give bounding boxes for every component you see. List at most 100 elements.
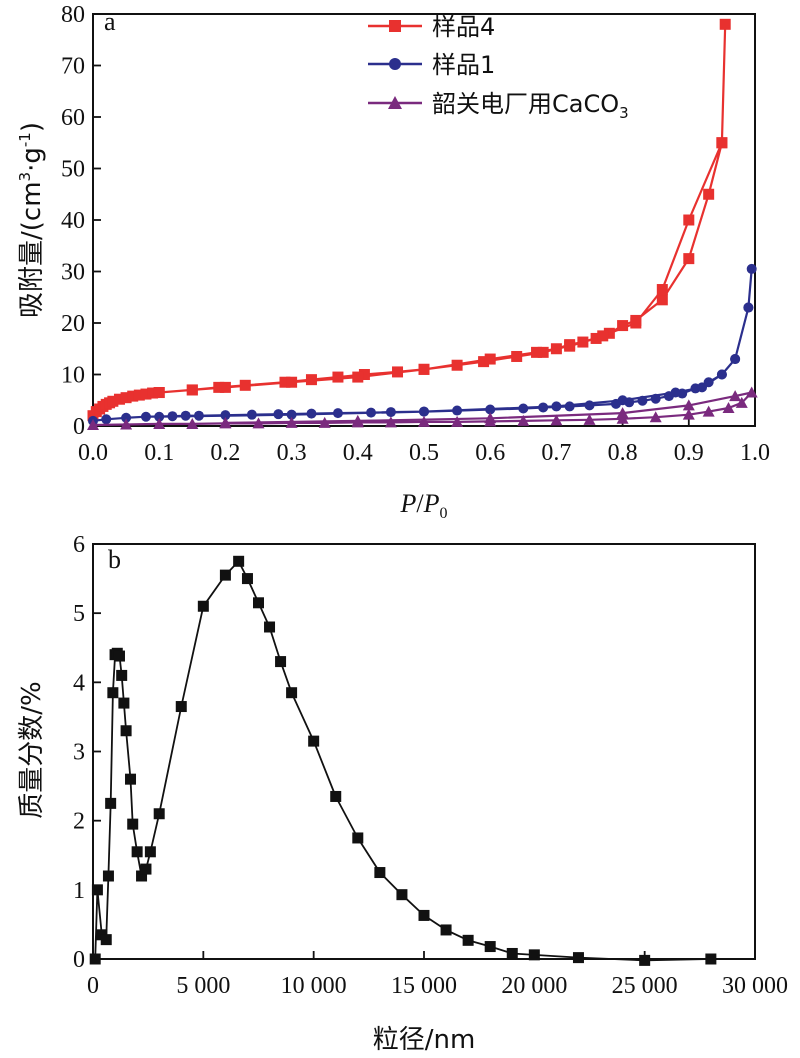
data-point [153, 808, 165, 820]
x-axis-label-b: 粒径/nm [373, 1025, 476, 1055]
y-label-a-text: 吸附量/(cm [17, 181, 47, 318]
y-tick-label: 0 [73, 414, 85, 440]
y-label-a-sup2: -1 [16, 132, 34, 147]
legend-item-caco3: 韶关电厂用CaCO3 [368, 90, 629, 122]
data-point [147, 387, 159, 399]
x-tick-label: 5 000 [176, 973, 230, 999]
data-point [478, 356, 490, 368]
y-tick-label: 20 [61, 311, 85, 337]
data-point [105, 797, 117, 809]
legend-label-caco3: 韶关电厂用CaCO3 [432, 90, 629, 122]
data-point [89, 953, 101, 965]
data-point [107, 395, 119, 407]
series-line-0 [92, 23, 727, 417]
data-point [683, 253, 695, 265]
data-point [616, 412, 629, 424]
data-point [239, 379, 251, 391]
data-point [286, 409, 297, 420]
x-tick-label: 20 000 [501, 973, 567, 999]
data-point [518, 403, 529, 414]
data-point [572, 952, 584, 964]
data-point [577, 336, 589, 348]
data-point [735, 396, 748, 408]
legend-item-sample1: 样品1 [368, 51, 495, 79]
data-point [154, 411, 165, 422]
data-point [167, 411, 178, 422]
data-point [352, 371, 364, 383]
data-point [649, 411, 662, 423]
x-tick-label: 0.2 [210, 440, 240, 466]
data-point [306, 408, 317, 419]
data-point [722, 401, 735, 413]
data-point [87, 418, 99, 430]
data-point [583, 413, 596, 425]
data-point [396, 889, 408, 901]
x-tick-label: 25 000 [612, 973, 678, 999]
data-point [637, 395, 648, 406]
data-point [584, 400, 595, 411]
panel-label-b: b [108, 545, 121, 574]
data-point [716, 137, 728, 149]
data-point [670, 387, 681, 398]
data-point [305, 374, 317, 386]
y-tick-label: 50 [61, 157, 85, 183]
data-point [131, 846, 143, 858]
data-point [153, 387, 165, 399]
data-point [175, 701, 187, 713]
data-point [617, 395, 628, 406]
data-point [91, 884, 103, 896]
x-tick-label: 0.6 [475, 440, 505, 466]
data-point [550, 414, 563, 426]
x-tick-label: 0 [87, 973, 99, 999]
data-point [197, 600, 209, 612]
data-point [233, 555, 245, 567]
data-point [332, 371, 344, 383]
legend-label-caco3-main: 韶关电厂用CaCO [432, 90, 619, 118]
data-point [127, 818, 139, 830]
data-point [279, 376, 291, 388]
data-point [113, 650, 125, 662]
data-point [551, 401, 562, 412]
data-point [120, 725, 132, 737]
y-tick-label: 40 [61, 208, 85, 234]
data-point [656, 284, 668, 296]
y-tick-label: 10 [61, 363, 85, 389]
data-point [273, 409, 284, 420]
data-point [451, 359, 463, 371]
legend-label-sample4: 样品4 [432, 13, 495, 41]
series-line-0 [94, 560, 711, 962]
data-point [705, 953, 717, 965]
data-point [590, 332, 602, 344]
x-axis-label-a: P/P0 [399, 489, 447, 522]
data-point [564, 401, 575, 412]
data-point [351, 414, 364, 426]
data-point [538, 402, 549, 413]
x-label-a-sep: / [416, 489, 424, 518]
data-point [286, 376, 298, 388]
x-label-a-main2: P [423, 489, 440, 518]
data-point [617, 320, 629, 332]
data-point [374, 867, 386, 879]
data-point [144, 846, 156, 858]
data-point [682, 399, 695, 411]
data-point [385, 407, 396, 418]
data-point [118, 697, 130, 709]
data-point [153, 417, 166, 429]
data-point [418, 909, 430, 921]
data-point [107, 687, 119, 699]
data-point [286, 687, 298, 699]
y-tick-label: 0 [73, 947, 85, 973]
data-point [275, 656, 287, 668]
data-point [186, 384, 198, 396]
x-tick-label: 0.4 [343, 440, 373, 466]
y-axis-label-a: 吸附量/(cm3·g-1) [16, 122, 47, 318]
y-tick-label: 60 [61, 105, 85, 131]
x-tick-label: 0.3 [277, 440, 307, 466]
x-tick-label: 0.7 [541, 440, 571, 466]
x-tick-label: 0.8 [608, 440, 638, 466]
legend-label-sample1: 样品1 [432, 51, 495, 79]
data-point [102, 870, 114, 882]
data-point [564, 340, 576, 352]
data-point [219, 569, 231, 581]
